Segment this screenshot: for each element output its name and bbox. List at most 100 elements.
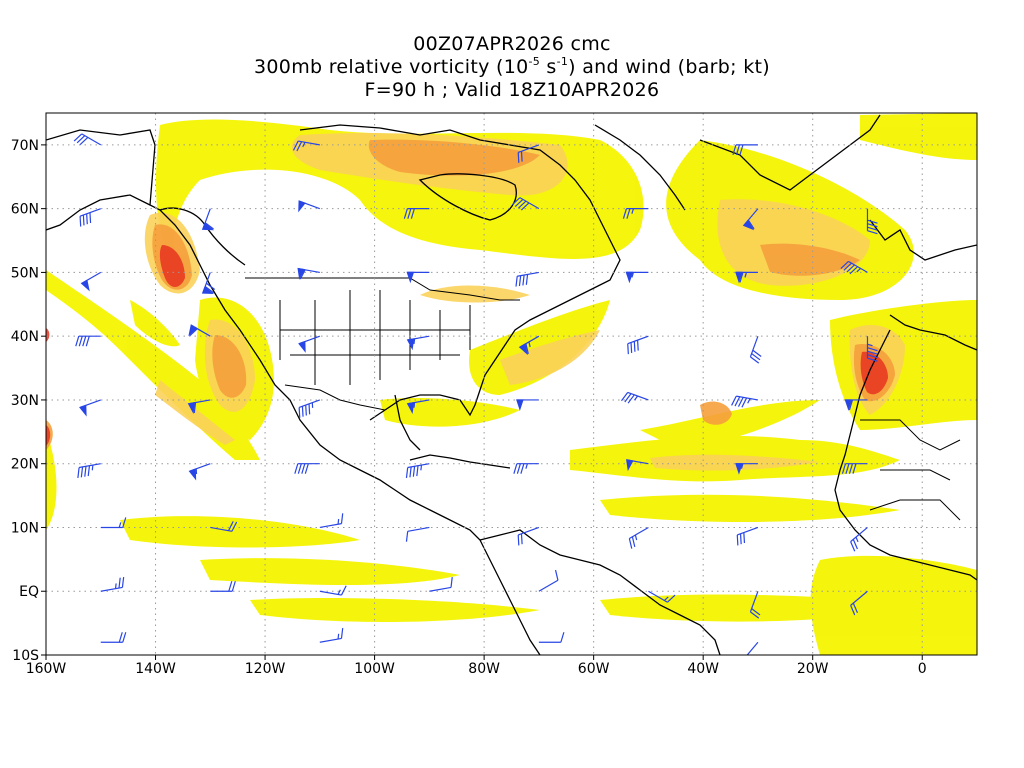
wind-barb — [626, 459, 649, 472]
wind-barb — [298, 399, 321, 418]
barb-flag — [513, 463, 518, 474]
barb-flag — [739, 533, 742, 545]
border-us-mexico — [284, 384, 386, 411]
x-tick-label: 140W — [135, 661, 176, 677]
barb-flag — [517, 152, 520, 163]
barb-flag — [82, 336, 87, 347]
barb-flag — [340, 627, 344, 639]
barb-flag — [85, 336, 90, 347]
barb-flag — [517, 200, 527, 209]
barb-staff — [429, 586, 452, 592]
barb-flag — [301, 463, 306, 474]
barb-half-flag — [740, 463, 744, 469]
wind-barb — [297, 267, 320, 280]
barb-pennant — [844, 399, 853, 411]
wind-barb — [319, 585, 347, 596]
barb-flag — [731, 395, 737, 406]
wind-barb — [79, 399, 101, 417]
barb-staff — [319, 590, 342, 596]
x-tick-label: 20W — [797, 661, 829, 677]
barb-flag — [79, 136, 89, 145]
wind-barb — [294, 463, 320, 474]
barb-flag — [736, 534, 739, 546]
coast-florida-yucatan — [394, 394, 421, 451]
barb-flag — [627, 394, 635, 404]
barb-staff — [743, 641, 759, 655]
barb-pennant — [80, 279, 90, 292]
barb-pennant — [297, 267, 305, 280]
coast-greenland — [699, 114, 881, 191]
barb-flag — [750, 611, 760, 619]
wind-barb — [735, 271, 758, 284]
barb-half-flag — [867, 343, 873, 347]
barb-staff — [210, 526, 233, 532]
wind-barb — [77, 463, 101, 478]
y-tick-label: 10N — [11, 520, 39, 536]
wind-barb — [742, 208, 759, 231]
barb-half-flag — [856, 267, 861, 273]
coast-africa-west — [834, 329, 977, 581]
barb-flag — [416, 465, 419, 477]
barb-staff — [298, 140, 320, 146]
barb-staff — [319, 637, 342, 643]
coast-america-pacific — [46, 129, 541, 655]
wind-barb — [403, 208, 430, 219]
wind-barb — [513, 463, 539, 474]
wind-barb — [429, 576, 453, 592]
barb-flag — [867, 223, 878, 228]
wind-barb — [749, 591, 761, 619]
barb-flag — [554, 569, 559, 581]
barb-flag — [624, 393, 632, 403]
y-tick-label: 60N — [11, 202, 39, 218]
barb-flag — [848, 399, 854, 411]
x-tick-label: 60W — [578, 661, 610, 677]
vorticity-band-high — [46, 139, 895, 450]
vorticity-shading — [46, 113, 977, 655]
barb-flag — [525, 343, 529, 354]
barb-flag — [520, 151, 523, 162]
barb-flag — [403, 208, 408, 219]
barb-half-flag — [631, 208, 634, 214]
barb-flag — [741, 397, 748, 408]
barb-flag — [631, 536, 636, 548]
barb-flag — [204, 286, 214, 294]
x-tick-label: 40W — [687, 661, 719, 677]
wind-barbs — [73, 133, 878, 660]
barb-staff — [850, 527, 868, 543]
barb-staff — [736, 395, 759, 401]
barb-pennant — [518, 343, 528, 356]
title-exponent-2: -1 — [556, 55, 569, 68]
barb-flag — [412, 466, 416, 477]
coast-mediterranean — [889, 314, 977, 351]
barb-staff — [81, 133, 102, 146]
barb-flag — [308, 403, 311, 415]
barb-flag — [739, 144, 744, 156]
barb-flag — [630, 342, 633, 353]
wind-barb — [100, 632, 127, 643]
barb-half-flag — [420, 465, 423, 471]
y-tick-label: 40N — [11, 329, 39, 345]
barb-pennant — [516, 399, 524, 411]
wind-barb — [732, 144, 758, 156]
barb-flag — [867, 219, 878, 224]
barb-flag — [628, 538, 633, 549]
coast-north-america-east — [299, 124, 621, 421]
barb-flag — [867, 354, 878, 359]
barb-pennant — [735, 271, 743, 284]
barb-half-flag — [745, 656, 750, 660]
barb-half-flag — [528, 341, 531, 348]
barb-flag — [852, 463, 857, 474]
barb-flag — [626, 208, 631, 219]
barb-half-flag — [118, 522, 122, 528]
barb-flag — [89, 212, 92, 224]
wind-barb — [850, 527, 868, 552]
barb-half-flag — [413, 338, 416, 345]
coast-alaska — [46, 194, 151, 231]
barb-flag — [227, 521, 234, 531]
barb-flag — [867, 350, 878, 355]
wind-barb — [201, 208, 215, 231]
barb-flag — [340, 513, 344, 524]
barb-pennant — [187, 401, 196, 414]
wind-barb — [844, 399, 868, 411]
barb-flag — [520, 533, 523, 545]
